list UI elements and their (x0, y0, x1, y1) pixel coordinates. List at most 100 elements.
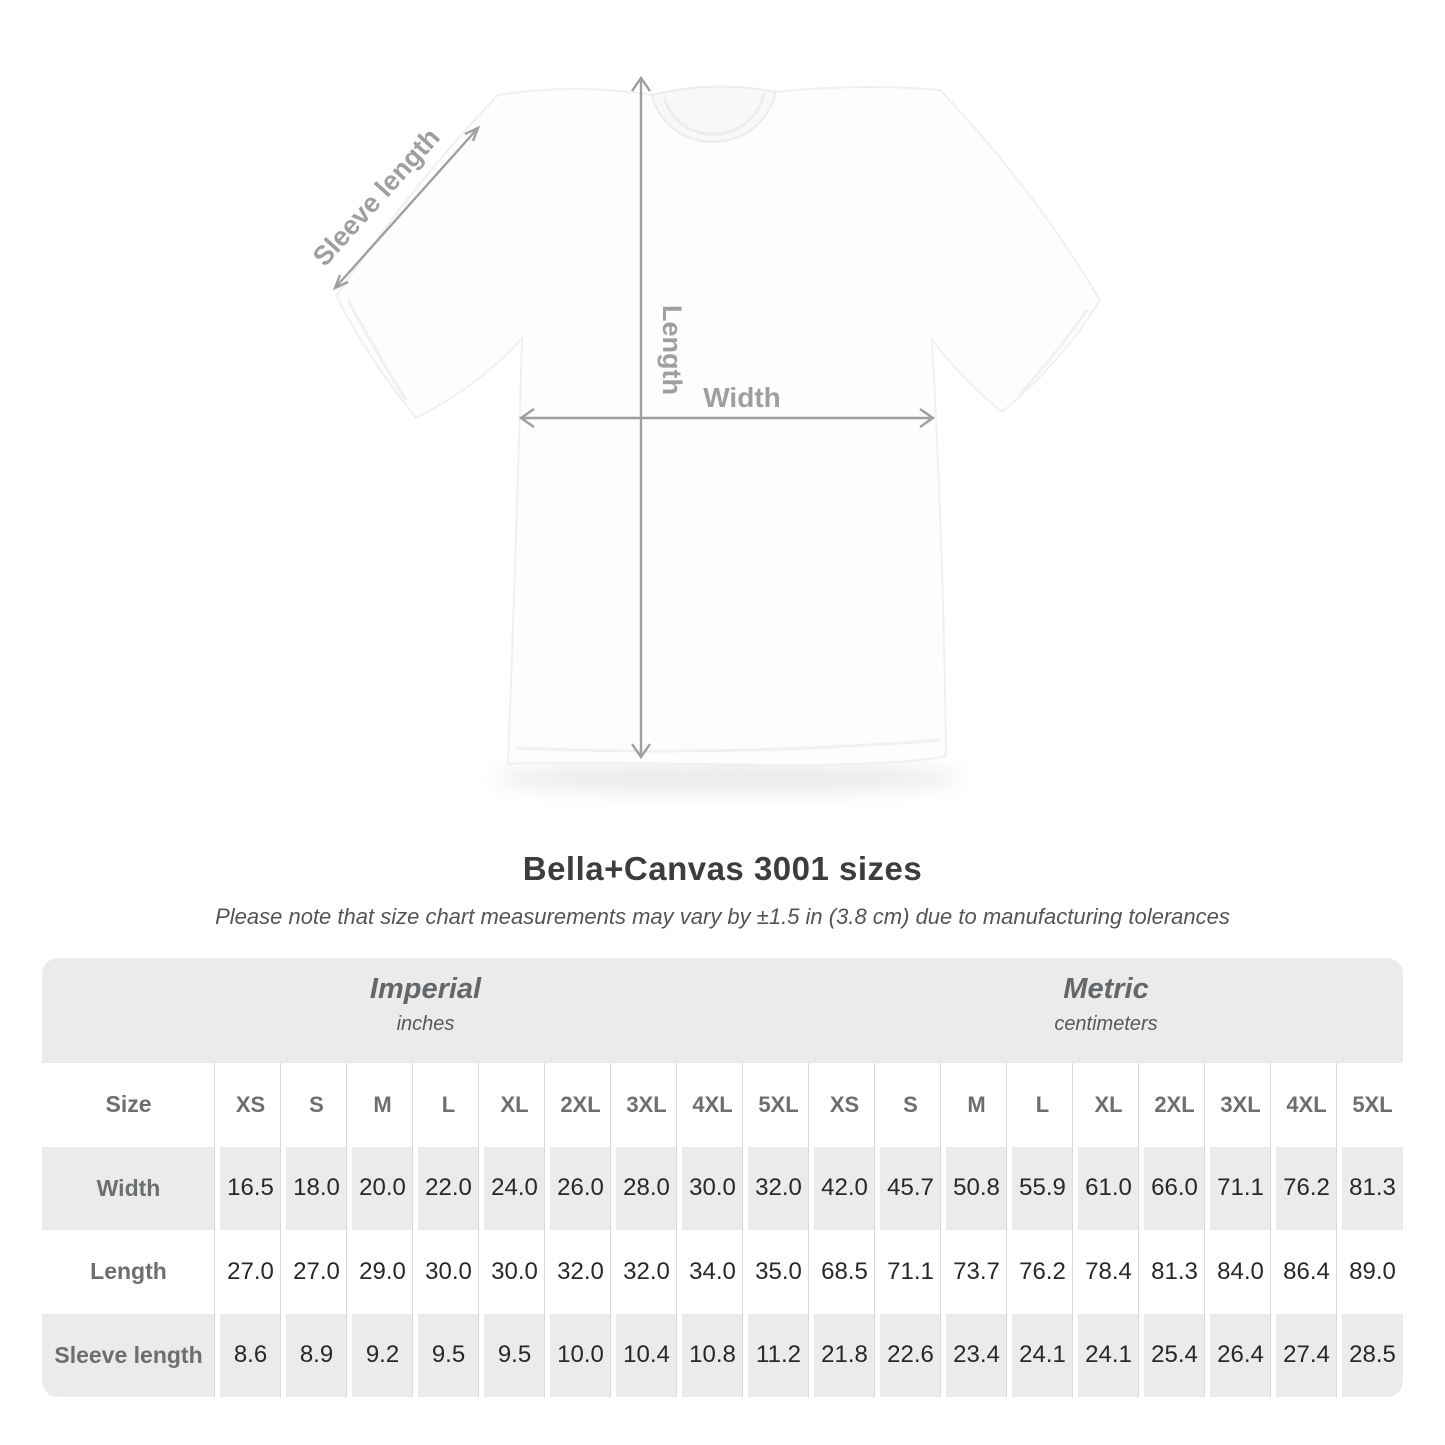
value-cell: 89.0 (1336, 1230, 1403, 1314)
imperial-header: Imperial (369, 973, 482, 1005)
imperial-unit: inches (396, 1013, 455, 1035)
tshirt-image (334, 85, 1102, 766)
size-col-header-metric: 5XL (1336, 1063, 1403, 1147)
value-cell: 71.1 (874, 1230, 941, 1314)
tshirt-measurement-diagram: Sleeve length Length Width (307, 75, 1102, 794)
size-col-header-metric: 3XL (1204, 1063, 1271, 1147)
length-label: Length (657, 305, 687, 395)
value-cell: 16.5 (214, 1146, 281, 1230)
size-col-header-imperial: S (280, 1063, 347, 1147)
value-cell: 27.0 (280, 1230, 347, 1314)
value-cell: 18.0 (280, 1146, 347, 1230)
metric-unit: centimeters (1054, 1013, 1158, 1035)
value-cell: 66.0 (1138, 1146, 1205, 1230)
value-cell: 35.0 (742, 1230, 809, 1314)
value-cell: 55.9 (1006, 1146, 1073, 1230)
size-col-header-imperial: XL (478, 1063, 545, 1147)
value-cell: 81.3 (1138, 1230, 1205, 1314)
size-col-header-imperial: 3XL (610, 1063, 677, 1147)
value-cell: 76.2 (1006, 1230, 1073, 1314)
width-arrow (518, 408, 936, 428)
sleeve-length-arrow (332, 125, 481, 291)
value-cell: 30.0 (478, 1230, 545, 1314)
collar (650, 85, 778, 143)
size-col-header-metric: 2XL (1138, 1063, 1205, 1147)
value-cell: 50.8 (940, 1146, 1007, 1230)
value-cell: 21.8 (808, 1313, 875, 1397)
size-col-header-imperial: XS (214, 1063, 281, 1147)
value-cell: 29.0 (346, 1230, 413, 1314)
imperial-header-group: Imperial inches (42, 958, 809, 1063)
value-cell: 68.5 (808, 1230, 875, 1314)
value-cell: 42.0 (808, 1146, 875, 1230)
value-cell: 30.0 (412, 1230, 479, 1314)
value-cell: 73.7 (940, 1230, 1007, 1314)
size-col-header-imperial: 4XL (676, 1063, 743, 1147)
value-cell: 24.1 (1006, 1313, 1073, 1397)
size-col-header-imperial: 5XL (742, 1063, 809, 1147)
width-label: Width (703, 382, 781, 413)
size-table-grid: Size XS S M L XL 2XL 3XL 4XL 5XL XS S M L XL 2XL 3XL 4XL 5… (42, 1063, 1403, 1397)
left-cuff-seam (346, 299, 408, 401)
value-cell: 22.6 (874, 1313, 941, 1397)
value-cell: 8.9 (280, 1313, 347, 1397)
size-col-header-metric: S (874, 1063, 941, 1147)
value-cell: 24.0 (478, 1146, 545, 1230)
metric-header: Metric (1063, 973, 1149, 1005)
size-col-header-imperial: L (412, 1063, 479, 1147)
value-cell: 11.2 (742, 1313, 809, 1397)
value-cell: 28.0 (610, 1146, 677, 1230)
value-cell: 20.0 (346, 1146, 413, 1230)
value-cell: 22.0 (412, 1146, 479, 1230)
value-cell: 32.0 (544, 1230, 611, 1314)
collar-seam (662, 93, 766, 136)
size-col-header-metric: M (940, 1063, 1007, 1147)
size-table: Imperial inches Metric centimeters Size X… (42, 958, 1403, 1397)
value-cell: 84.0 (1204, 1230, 1271, 1314)
value-cell: 26.4 (1204, 1313, 1271, 1397)
value-cell: 76.2 (1270, 1146, 1337, 1230)
value-cell: 61.0 (1072, 1146, 1139, 1230)
row-label: Sleeve length (42, 1313, 215, 1397)
value-cell: 10.0 (544, 1313, 611, 1397)
size-col-header-metric: 4XL (1270, 1063, 1337, 1147)
row-label: Width (42, 1146, 215, 1230)
value-cell: 9.5 (478, 1313, 545, 1397)
value-cell: 27.4 (1270, 1313, 1337, 1397)
hem-seam (514, 738, 941, 753)
value-cell: 24.1 (1072, 1313, 1139, 1397)
size-col-header-imperial: 2XL (544, 1063, 611, 1147)
size-col-header-imperial: M (346, 1063, 413, 1147)
value-cell: 86.4 (1270, 1230, 1337, 1314)
page-title: Bella+Canvas 3001 sizes (522, 850, 923, 887)
value-cell: 23.4 (940, 1313, 1007, 1397)
value-cell: 28.5 (1336, 1313, 1403, 1397)
value-cell: 30.0 (676, 1146, 743, 1230)
value-cell: 34.0 (676, 1230, 743, 1314)
tolerance-note: Please note that size chart measurements… (215, 904, 1230, 929)
size-row-label: Size (42, 1063, 215, 1147)
size-col-header-metric: L (1006, 1063, 1073, 1147)
size-col-header-metric: XS (808, 1063, 875, 1147)
value-cell: 32.0 (742, 1146, 809, 1230)
value-cell: 10.4 (610, 1313, 677, 1397)
shirt-shadow (492, 762, 962, 794)
size-col-header-metric: XL (1072, 1063, 1139, 1147)
value-cell: 26.0 (544, 1146, 611, 1230)
value-cell: 71.1 (1204, 1146, 1271, 1230)
metric-header-group: Metric centimeters (809, 958, 1403, 1063)
value-cell: 45.7 (874, 1146, 941, 1230)
value-cell: 78.4 (1072, 1230, 1139, 1314)
value-cell: 9.2 (346, 1313, 413, 1397)
value-cell: 32.0 (610, 1230, 677, 1314)
unit-header-band: Imperial inches Metric centimeters (42, 958, 1403, 1063)
row-label: Length (42, 1230, 215, 1314)
value-cell: 10.8 (676, 1313, 743, 1397)
right-cuff-seam (1018, 309, 1089, 396)
value-cell: 81.3 (1336, 1146, 1403, 1230)
value-cell: 25.4 (1138, 1313, 1205, 1397)
value-cell: 27.0 (214, 1230, 281, 1314)
value-cell: 8.6 (214, 1313, 281, 1397)
value-cell: 9.5 (412, 1313, 479, 1397)
